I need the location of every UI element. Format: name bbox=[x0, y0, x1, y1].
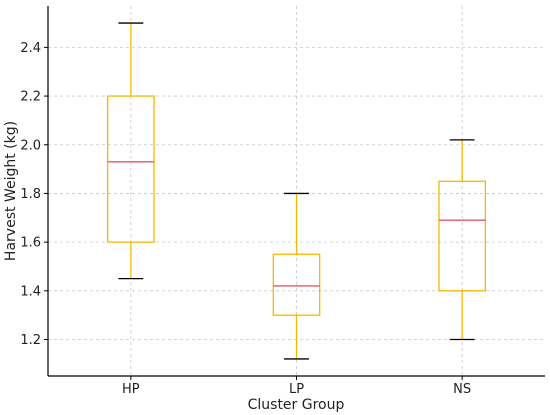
y-tick-label: 1.2 bbox=[20, 333, 41, 348]
y-tick-label: 2.2 bbox=[20, 90, 41, 105]
x-tick-label: HP bbox=[122, 382, 140, 397]
y-tick-label: 1.6 bbox=[20, 236, 41, 251]
y-tick-label: 1.8 bbox=[20, 187, 41, 202]
y-tick-label: 2.4 bbox=[20, 41, 41, 56]
y-tick-label: 1.4 bbox=[20, 284, 41, 299]
axes-layer: 1.2 1.4 1.6 1.8 2.0 2.2 2.4 HP LP NS bbox=[20, 6, 545, 397]
iqr-box bbox=[272, 253, 321, 316]
box-group-hp bbox=[106, 22, 155, 280]
x-axis-title: Cluster Group bbox=[248, 397, 345, 413]
box-group-ns bbox=[438, 139, 487, 341]
x-tick-label: LP bbox=[289, 382, 304, 397]
box-group-lp bbox=[272, 192, 321, 360]
x-tick-label: NS bbox=[453, 382, 471, 397]
iqr-box bbox=[438, 180, 487, 292]
y-axis-title: Harvest Weight (kg) bbox=[3, 121, 19, 261]
box-layer bbox=[106, 22, 487, 360]
iqr-box bbox=[106, 95, 155, 243]
y-tick-label: 2.0 bbox=[20, 138, 41, 153]
